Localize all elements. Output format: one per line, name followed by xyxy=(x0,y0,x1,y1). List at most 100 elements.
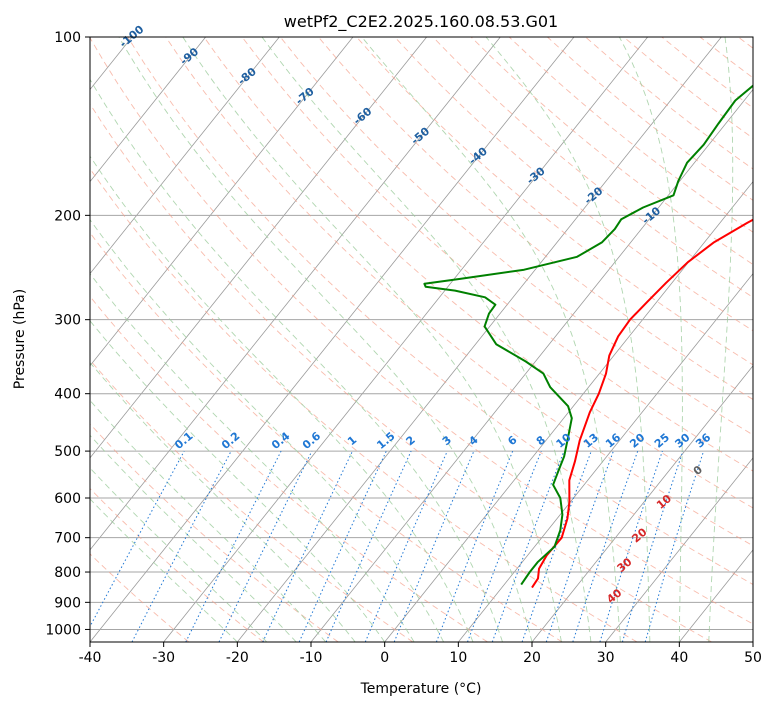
isotherm-label: -60 xyxy=(351,105,375,128)
moist-adiabat-line xyxy=(118,37,533,642)
x-tick-label: -10 xyxy=(300,650,323,666)
mixing-ratio-label: 20 xyxy=(627,431,647,451)
mixing-ratio-line xyxy=(185,450,282,642)
mixing-ratio-line xyxy=(218,450,313,642)
isotherm-line xyxy=(458,273,753,642)
mixing-ratio-line xyxy=(131,450,232,642)
y-tick-label: 200 xyxy=(54,208,81,224)
moist-adiabat-label: 0 xyxy=(691,463,705,478)
mixing-ratio-line xyxy=(325,450,412,642)
mixing-ratio-label: 2 xyxy=(404,433,418,448)
mixing-ratio-line xyxy=(545,450,614,642)
y-axis-label: Pressure (hPa) xyxy=(12,289,28,389)
isotherm-line xyxy=(605,457,753,642)
mixing-ratio-line xyxy=(599,450,663,642)
dry-adiabat-line xyxy=(737,37,753,49)
moist-adiabat-line xyxy=(90,320,386,642)
isotherm-line xyxy=(90,37,427,459)
x-tick-label: -30 xyxy=(152,650,175,666)
mixing-ratio-line xyxy=(298,450,387,642)
isotherm-label: -40 xyxy=(466,144,490,167)
mixing-ratio-line xyxy=(262,450,353,642)
dry-adiabat-line xyxy=(394,37,753,332)
mixing-ratio-line xyxy=(467,450,542,642)
mixing-ratio-line xyxy=(90,450,185,628)
moist-adiabat-label: 10 xyxy=(654,492,674,512)
x-tick-label: -20 xyxy=(226,650,249,666)
profile-lines xyxy=(423,84,753,589)
y-tick-label: 400 xyxy=(54,387,81,403)
mixing-ratio-line xyxy=(393,450,475,642)
moist-adiabat-line xyxy=(361,37,621,642)
moist-adiabat-line xyxy=(619,37,683,642)
mixing-ratio-label: 36 xyxy=(693,431,713,451)
isotherm-line xyxy=(90,37,280,275)
mixing-ratio-label: 3 xyxy=(440,433,454,448)
mixing-ratio-label: 16 xyxy=(603,431,623,451)
mixing-ratio-line xyxy=(621,450,684,642)
dry-adiabat-line xyxy=(318,37,753,400)
mixing-ratio-label: 0.1 xyxy=(172,429,195,451)
x-tick-label: 40 xyxy=(670,650,688,666)
dry-adiabat-line xyxy=(90,553,190,642)
moist-adiabat-line xyxy=(90,434,297,642)
mixing-ratio-label: 8 xyxy=(534,433,548,448)
mixing-ratio-label: 0.6 xyxy=(300,429,324,452)
mixing-ratio-line xyxy=(521,450,592,642)
moist-adiabat-line xyxy=(90,78,503,642)
isotherm-label: -20 xyxy=(582,184,606,207)
x-tick-label: -40 xyxy=(79,650,102,666)
x-tick-label: 10 xyxy=(449,650,467,666)
dry-adiabat-line xyxy=(241,37,753,472)
dry-adiabat-line xyxy=(90,103,712,642)
x-tick-label: 0 xyxy=(380,650,389,666)
mixing-ratio-label: 10 xyxy=(554,431,574,451)
y-tick-label: 500 xyxy=(54,444,81,460)
dry-adiabat-line xyxy=(90,359,414,642)
chart-title: wetPf2_C2E2.2025.160.08.53.G01 xyxy=(284,12,558,32)
moist-adiabat-line xyxy=(90,467,268,642)
dry-adiabat-line xyxy=(90,423,339,642)
background-lines xyxy=(0,37,753,642)
moist-adiabat-line xyxy=(90,361,356,642)
x-tick-label: 50 xyxy=(744,650,762,666)
mixing-ratio-label: 25 xyxy=(652,431,672,451)
dry-adiabat-line xyxy=(547,37,753,201)
isotherm-label: -30 xyxy=(524,164,548,187)
isotherm-line xyxy=(90,37,354,367)
isotherm-line xyxy=(679,549,753,642)
mixing-ratio-label: 6 xyxy=(505,433,519,448)
moist-adiabat-line xyxy=(90,155,474,642)
isotherm-label: -90 xyxy=(178,45,202,68)
mixing-ratio-line xyxy=(491,450,565,642)
axes: -40 -30 -20 -10 0 10 20 30 40 5010020030040050060… xyxy=(45,30,762,666)
isotherm-line xyxy=(90,37,575,642)
isotherm-line xyxy=(237,37,722,642)
mixing-ratio-line xyxy=(435,450,514,642)
moist-adiabat-line xyxy=(708,37,734,642)
dry-adiabat-line xyxy=(661,37,753,109)
isotherm-line xyxy=(0,37,58,642)
dry-adiabat-line xyxy=(203,37,753,509)
y-tick-label: 1000 xyxy=(45,622,81,638)
isotherm-label: -70 xyxy=(293,85,317,108)
isotherm-line xyxy=(384,180,753,642)
y-tick-label: 800 xyxy=(54,565,81,581)
mixing-ratio-label: 30 xyxy=(673,431,693,451)
dry-adiabat-line xyxy=(90,167,638,642)
dry-adiabat-line xyxy=(432,37,753,298)
isotherm-line xyxy=(90,37,206,183)
mixing-ratio-label: 4 xyxy=(466,433,480,448)
moist-adiabat-line xyxy=(182,37,562,642)
y-tick-label: 300 xyxy=(54,313,81,329)
mixing-ratio-label: 0.4 xyxy=(269,429,293,452)
x-tick-label: 30 xyxy=(597,650,615,666)
isotherm-line xyxy=(752,641,753,642)
plot-frame xyxy=(89,36,754,643)
moist-adiabat-line xyxy=(261,37,592,642)
moist-adiabat-line xyxy=(90,218,445,642)
isotherm-line xyxy=(531,365,753,642)
dry-adiabat-line xyxy=(90,295,488,642)
moist-adiabat-line xyxy=(90,498,238,642)
